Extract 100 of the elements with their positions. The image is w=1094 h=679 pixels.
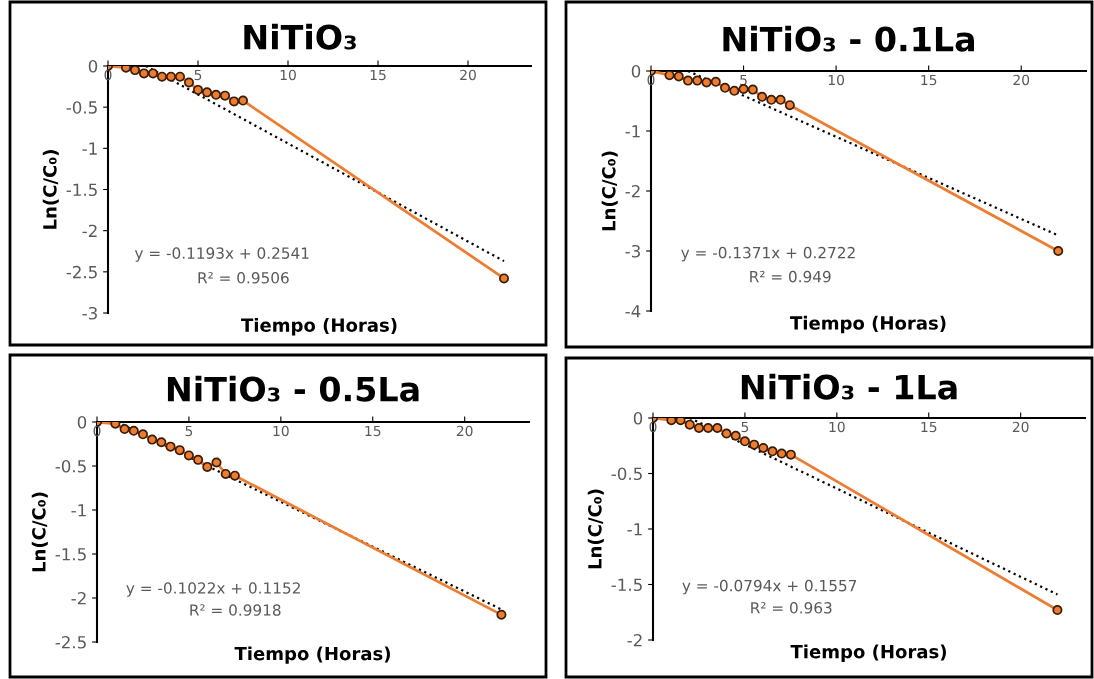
y-tick-label: -2 (627, 633, 642, 647)
chart-title: NiTiO₃ - 0.5La (167, 375, 419, 402)
point (710, 76, 721, 87)
point (183, 77, 195, 88)
point (664, 71, 675, 81)
point (229, 470, 240, 481)
point (775, 94, 786, 105)
x-tick-label: 5 (194, 69, 202, 81)
y-tick-label: -2 (71, 591, 86, 605)
y-tick-label: -1.5 (55, 548, 86, 561)
point (666, 418, 677, 426)
x-tick-label: 20 (1013, 74, 1030, 86)
point (202, 461, 213, 472)
point (1053, 245, 1064, 257)
point (757, 91, 768, 102)
y-tick-label: -4 (625, 305, 641, 318)
y-tick-label: -2 (625, 184, 640, 198)
point (684, 419, 695, 430)
point (673, 71, 684, 82)
point (767, 446, 778, 457)
y-tick-label: -1.5 (66, 183, 97, 197)
point (137, 429, 148, 440)
point (219, 90, 231, 101)
point (129, 66, 141, 76)
point (183, 450, 194, 461)
y-tick-label: -0.5 (611, 467, 642, 481)
annotation: R² = 0.9506 (198, 272, 289, 284)
annotation: y = -0.0794x + 0.1557 (682, 579, 857, 595)
point (701, 77, 712, 88)
point (147, 434, 158, 445)
x-tick-label: 10 (273, 425, 289, 437)
x-tick-label: 15 (921, 74, 937, 86)
x-tick-label: 15 (365, 425, 381, 437)
point (211, 457, 222, 468)
point (721, 428, 732, 439)
y-axis-title: Ln(C/C₀) (587, 489, 604, 569)
x-tick-label: 20 (460, 69, 476, 81)
point (747, 84, 758, 95)
point (193, 454, 204, 465)
point (1052, 605, 1063, 616)
point (776, 448, 787, 459)
point (165, 441, 176, 452)
point (174, 445, 185, 456)
point (758, 442, 769, 453)
point (496, 609, 507, 620)
annotation: y = -0.1193x + 0.2541 (134, 247, 309, 262)
x-tick-label: 5 (741, 421, 749, 433)
point (729, 85, 740, 96)
point (498, 273, 510, 284)
x-axis-title: Tiempo (Horas) (234, 646, 390, 664)
chart-title: NiTiO₃ (244, 23, 356, 50)
point (147, 68, 159, 79)
point (703, 422, 714, 433)
point (683, 75, 694, 86)
y-tick-label: -1 (625, 125, 640, 138)
y-tick-label: -2 (82, 224, 97, 237)
point (156, 437, 167, 448)
y-axis-title: Ln(C/C₀) (42, 150, 59, 229)
point (720, 82, 731, 93)
chart-title: NiTiO₃ - 1La (741, 373, 957, 400)
x-tick-label: 5 (185, 425, 193, 437)
point (766, 94, 777, 105)
x-tick-label: 20 (456, 425, 473, 437)
y-tick-label: -3 (82, 306, 97, 320)
y-tick-label: -3 (625, 244, 640, 258)
annotation: R² = 0.949 (750, 270, 831, 283)
y-tick-label: -1 (82, 142, 97, 155)
y-tick-label: -2.5 (66, 265, 97, 279)
y-axis-title: Ln(C/C₀) (601, 151, 618, 231)
point (220, 468, 231, 479)
point (785, 449, 796, 460)
annotation: R² = 0.9918 (190, 604, 281, 616)
point (739, 436, 750, 447)
x-tick-label: 10 (280, 69, 296, 81)
point (730, 430, 741, 441)
point (237, 95, 249, 106)
point (174, 71, 186, 82)
annotation: y = -0.1022x + 0.1152 (126, 582, 300, 597)
x-axis-title: Tiempo (Horas) (241, 317, 397, 336)
point (784, 100, 795, 111)
point (138, 68, 150, 79)
point (712, 422, 723, 433)
x-axis-title: Tiempo (Horas) (790, 315, 946, 334)
x-tick-label: 10 (828, 74, 845, 86)
point (156, 71, 168, 82)
point (675, 418, 686, 426)
y-tick-label: -2.5 (55, 635, 86, 649)
point (165, 71, 177, 82)
x-tick-label: 10 (829, 421, 845, 433)
y-tick-label: -1 (627, 523, 642, 536)
x-tick-label: 5 (740, 74, 747, 86)
chart-title: NiTiO₃ - 0.1La (723, 25, 975, 52)
y-axis-title: Ln(C/C₀) (31, 492, 48, 572)
point (128, 425, 139, 436)
point (228, 96, 240, 107)
x-tick-label: 20 (1012, 421, 1029, 433)
point (692, 75, 703, 86)
point (693, 422, 704, 433)
y-tick-label: -1.5 (611, 578, 642, 592)
x-tick-label: 15 (921, 421, 937, 433)
